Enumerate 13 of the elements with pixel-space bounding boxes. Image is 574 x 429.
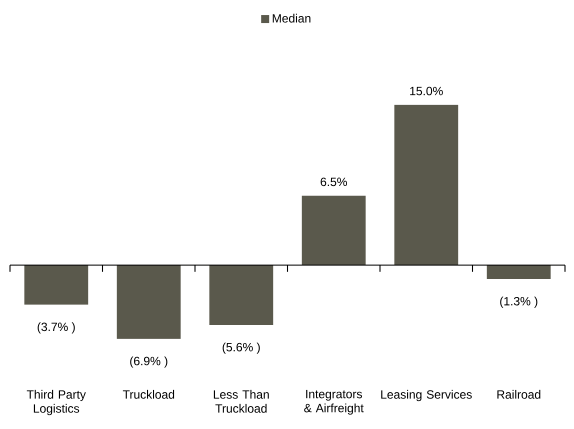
x-tick-label: Less Than Truckload <box>214 390 269 413</box>
x-tick-label: Integrators & Airfreight <box>304 390 364 415</box>
data-label: 15.0% <box>410 86 443 96</box>
x-tick-label: Leasing Services <box>381 390 472 402</box>
x-tick-label: Truckload <box>122 390 174 399</box>
legend-label: Median <box>272 14 310 23</box>
data-label: 6.5% <box>320 178 347 186</box>
data-label: (1.3% ) <box>500 296 538 308</box>
data-label: (6.9% ) <box>130 356 168 368</box>
x-tick-label: Third Party Logistics <box>26 390 86 416</box>
x-tick-label: Railroad <box>497 390 540 399</box>
data-label: (5.6% ) <box>222 342 260 354</box>
data-label: (3.7% ) <box>38 322 75 334</box>
